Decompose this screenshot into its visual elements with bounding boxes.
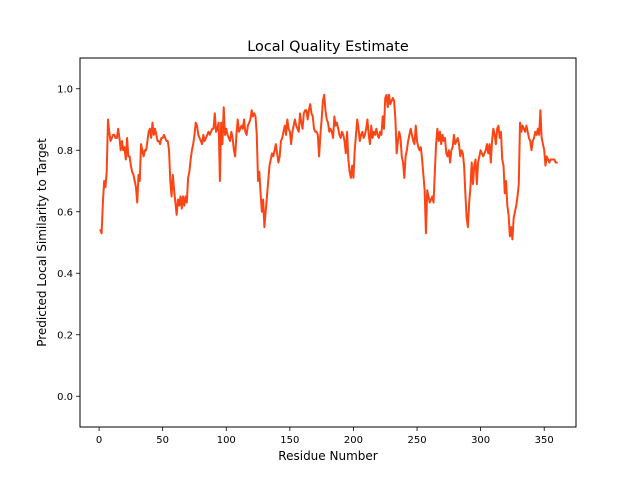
y-tick-label: 0.4 [57, 269, 73, 280]
chart-title: Local Quality Estimate [247, 39, 409, 55]
x-tick-label: 150 [280, 435, 299, 446]
y-tick-label: 0.2 [57, 330, 73, 341]
x-tick-label: 50 [156, 435, 169, 446]
x-tick-label: 300 [471, 435, 490, 446]
x-tick-label: 250 [407, 435, 426, 446]
y-tick-label: 0.6 [57, 207, 73, 218]
axes-frame [79, 57, 577, 428]
x-tick-label: 350 [535, 435, 554, 446]
x-tick-label: 200 [344, 435, 363, 446]
plot-area [79, 57, 577, 428]
y-tick-label: 0.0 [57, 392, 73, 403]
x-tick-label: 0 [96, 435, 102, 446]
y-tick-label: 1.0 [57, 84, 73, 95]
y-tick-label: 0.8 [57, 146, 73, 157]
axes-background [80, 58, 576, 427]
x-axis-label: Residue Number [278, 449, 377, 463]
y-axis-ticks: 0.0 0.2 0.4 0.6 0.8 1.0 [57, 84, 80, 403]
y-axis-label: Predicted Local Similarity to Target [35, 138, 49, 347]
series-line [99, 93, 558, 241]
x-tick-label: 100 [217, 435, 236, 446]
x-axis-ticks: 0 50 100 150 200 250 300 350 [96, 427, 554, 446]
